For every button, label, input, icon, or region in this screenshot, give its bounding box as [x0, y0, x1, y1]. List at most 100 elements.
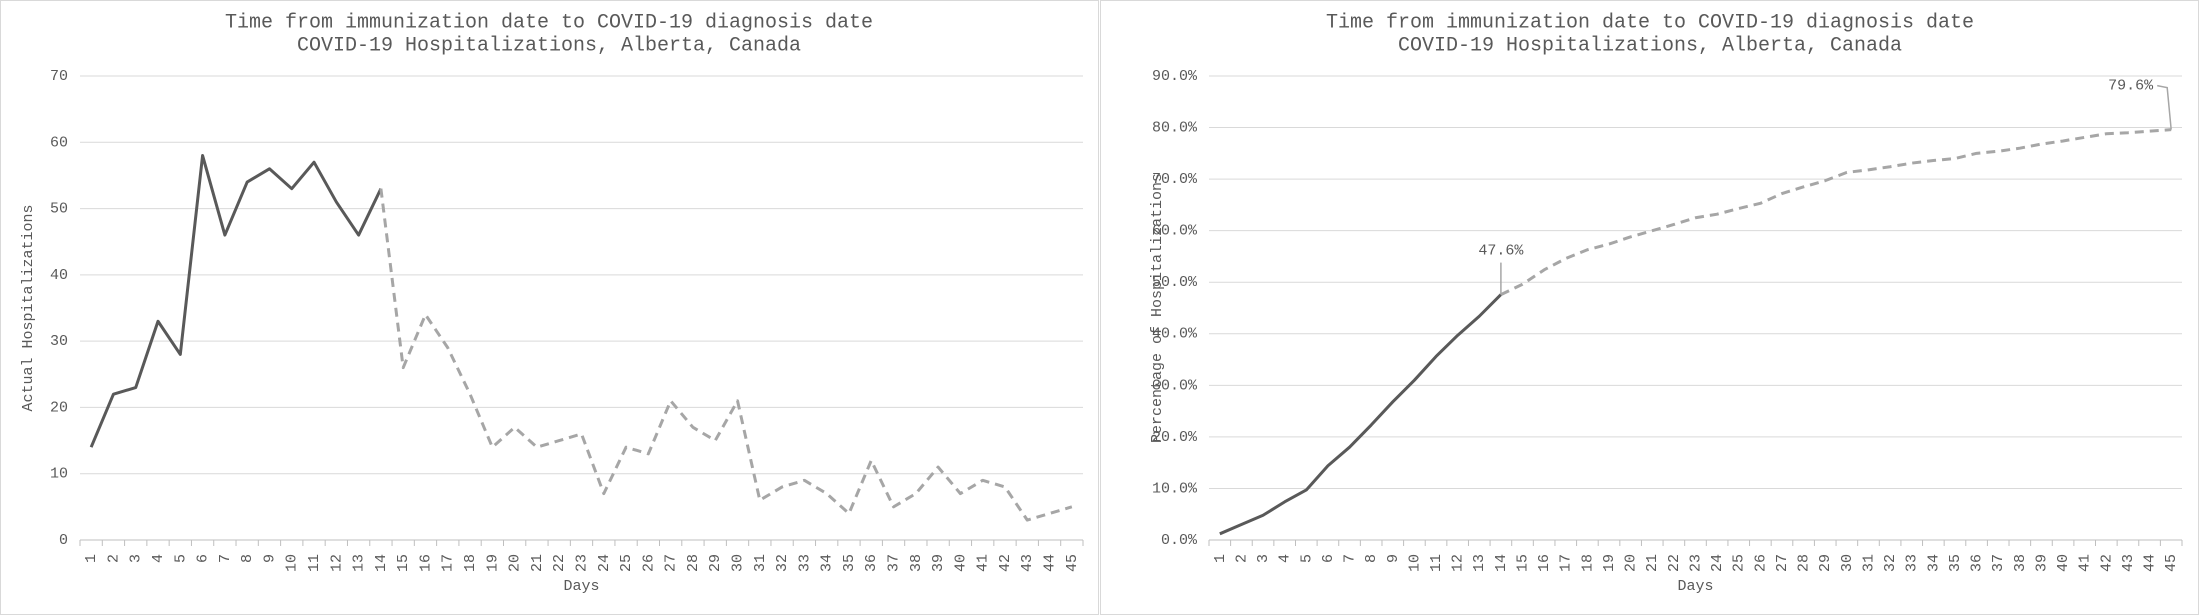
x-tick-label: 41 [975, 554, 992, 572]
x-tick-label: 2 [1233, 554, 1250, 563]
x-tick-label: 1 [83, 554, 100, 563]
x-tick-label: 27 [1774, 554, 1791, 572]
x-tick-label: 28 [685, 554, 702, 572]
x-tick-label: 39 [930, 554, 947, 572]
y-tick-label: 80.0% [1152, 120, 1198, 137]
x-tick-label: 25 [1731, 554, 1748, 572]
x-tick-label: 34 [1925, 554, 1942, 572]
x-tick-label: 33 [796, 554, 813, 572]
x-tick-label: 36 [1969, 554, 1986, 572]
y-tick-label: 10.0% [1152, 480, 1198, 497]
x-tick-label: 45 [1064, 554, 1081, 572]
x-tick-label: 8 [239, 554, 256, 563]
y-tick-label: 30.0% [1152, 377, 1198, 394]
x-tick-label: 24 [1709, 554, 1726, 572]
y-tick-label: 20.0% [1152, 429, 1198, 446]
x-tick-label: 23 [573, 554, 590, 572]
y-tick-label: 70 [50, 68, 68, 85]
x-tick-label: 34 [819, 554, 836, 572]
panel-frame [1100, 0, 2199, 615]
y-tick-label: 40 [50, 267, 68, 284]
y-axis-label: Actual Hospitalizations [20, 204, 37, 411]
x-axis-label: Days [563, 578, 599, 595]
x-tick-label: 45 [2163, 554, 2180, 572]
x-tick-label: 31 [1860, 554, 1877, 572]
x-tick-label: 29 [707, 554, 724, 572]
x-tick-label: 17 [1558, 554, 1575, 572]
x-tick-label: 40 [2055, 554, 2072, 572]
x-tick-label: 2 [105, 554, 122, 563]
leader-line [2157, 84, 2172, 130]
x-tick-label: 30 [729, 554, 746, 572]
x-tick-label: 18 [1579, 554, 1596, 572]
y-tick-label: 0 [59, 532, 68, 549]
y-axis-label: Percentage of Hospitalizations [1149, 173, 1166, 443]
x-tick-label: 6 [195, 554, 212, 563]
x-tick-label: 11 [1428, 554, 1445, 572]
y-tick-label: 90.0% [1152, 68, 1198, 85]
x-tick-label: 44 [2142, 554, 2159, 572]
x-tick-label: 41 [2077, 554, 2094, 572]
x-tick-label: 14 [373, 554, 390, 572]
x-tick-label: 14 [1493, 554, 1510, 572]
y-tick-label: 70.0% [1152, 171, 1198, 188]
y-tick-label: 60.0% [1152, 223, 1198, 240]
x-tick-label: 32 [774, 554, 791, 572]
y-tick-label: 50 [50, 201, 68, 218]
x-tick-label: 13 [1471, 554, 1488, 572]
x-tick-label: 16 [1536, 554, 1553, 572]
x-tick-label: 31 [752, 554, 769, 572]
panel-frame [0, 0, 1099, 615]
x-tick-label: 17 [440, 554, 457, 572]
x-tick-label: 37 [886, 554, 903, 572]
y-tick-label: 10 [50, 466, 68, 483]
x-tick-label: 26 [1752, 554, 1769, 572]
x-tick-label: 42 [2098, 554, 2115, 572]
x-tick-label: 1 [1212, 554, 1229, 563]
x-tick-label: 13 [351, 554, 368, 572]
x-tick-label: 7 [1342, 554, 1359, 563]
chart-title: Time from immunization date to COVID-19 … [225, 11, 873, 34]
x-tick-label: 18 [462, 554, 479, 572]
x-tick-label: 28 [1796, 554, 1813, 572]
series-line [1219, 293, 1502, 536]
x-tick-label: 27 [663, 554, 680, 572]
x-tick-label: 37 [1990, 554, 2007, 572]
x-tick-label: 4 [1277, 554, 1294, 563]
x-tick-label: 19 [1601, 554, 1618, 572]
x-tick-label: 43 [1019, 554, 1036, 572]
x-tick-label: 21 [1644, 554, 1661, 572]
x-tick-label: 10 [1406, 554, 1423, 572]
x-tick-label: 15 [1514, 554, 1531, 572]
x-tick-label: 11 [306, 554, 323, 572]
y-tick-label: 40.0% [1152, 326, 1198, 343]
x-tick-label: 19 [484, 554, 501, 572]
y-tick-label: 60 [50, 134, 68, 151]
y-tick-label: 0.0% [1161, 532, 1198, 549]
x-tick-label: 12 [328, 554, 345, 572]
x-tick-label: 5 [172, 554, 189, 563]
x-tick-label: 22 [551, 554, 568, 572]
x-tick-label: 16 [417, 554, 434, 572]
x-tick-label: 5 [1298, 554, 1315, 563]
y-tick-label: 50.0% [1152, 274, 1198, 291]
x-tick-label: 15 [395, 554, 412, 572]
x-tick-label: 39 [2033, 554, 2050, 572]
x-tick-label: 38 [908, 554, 925, 572]
x-tick-label: 9 [261, 554, 278, 563]
x-tick-label: 22 [1666, 554, 1683, 572]
x-tick-label: 25 [618, 554, 635, 572]
data-label: 47.6% [1478, 243, 1524, 260]
x-tick-label: 9 [1385, 554, 1402, 563]
x-tick-label: 43 [2120, 554, 2137, 572]
x-tick-label: 6 [1320, 554, 1337, 563]
x-axis-label: Days [1677, 578, 1713, 595]
series-line [89, 154, 383, 448]
x-tick-label: 23 [1687, 554, 1704, 572]
x-tick-label: 40 [952, 554, 969, 572]
x-tick-label: 26 [640, 554, 657, 572]
chart-subtitle: COVID-19 Hospitalizations, Alberta, Cana… [1398, 34, 1902, 57]
x-tick-label: 35 [841, 554, 858, 572]
x-tick-label: 21 [529, 554, 546, 572]
